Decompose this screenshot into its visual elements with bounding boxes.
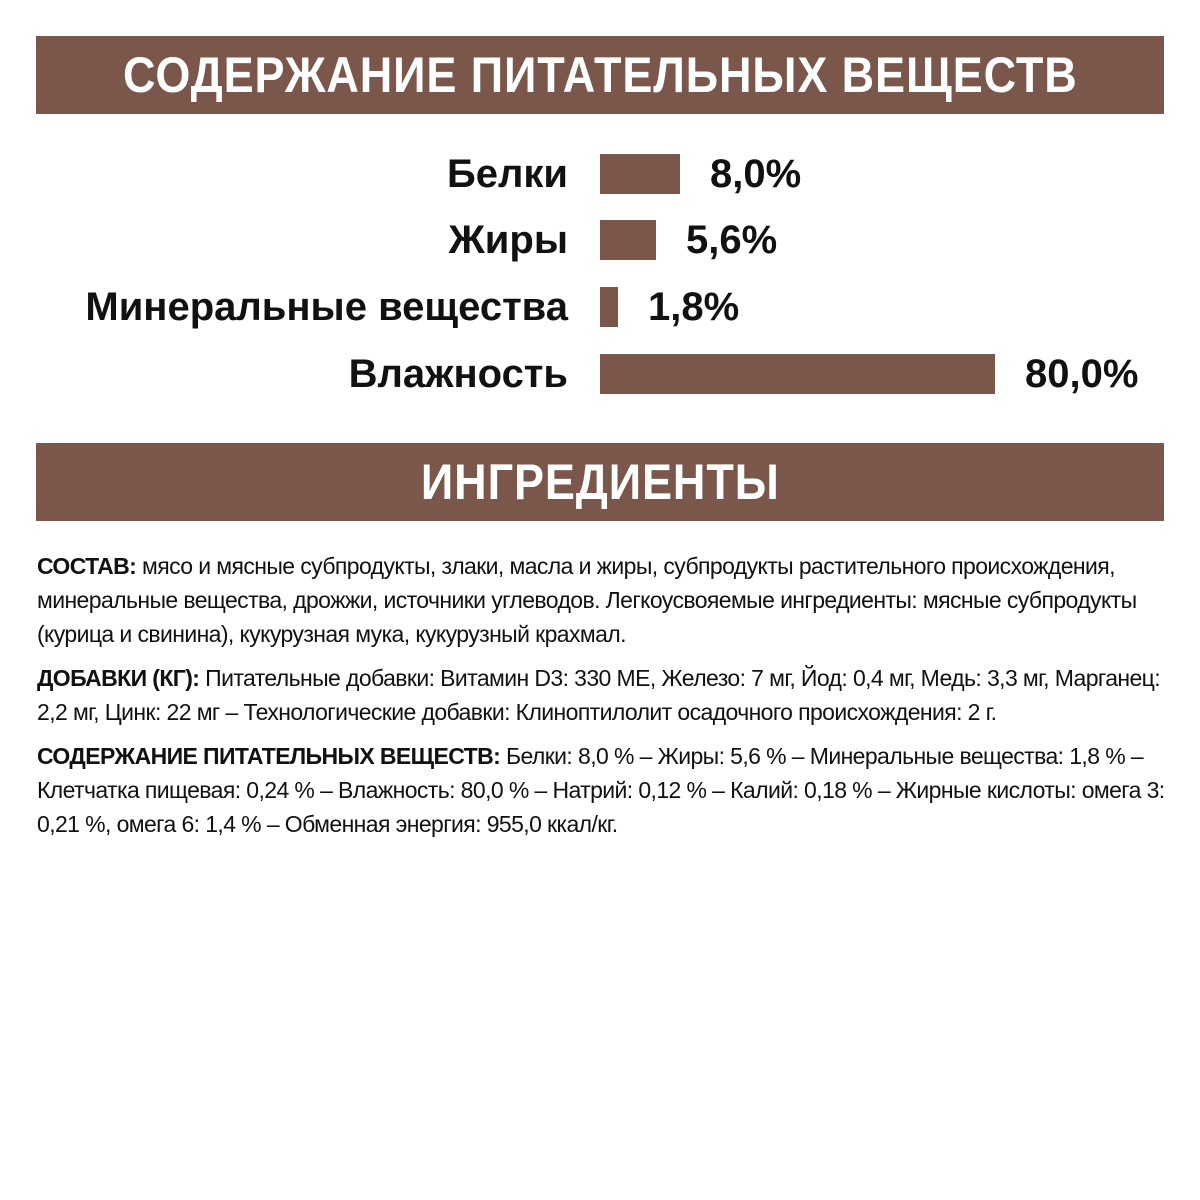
composition-paragraph: СОСТАВ: мясо и мясные субпродукты, злаки…	[37, 549, 1167, 651]
value-label: 8,0%	[710, 152, 802, 196]
nutrient-bar-chart: Белки 8,0% Жиры 5,6% Минеральные вещества 1,8…	[0, 140, 1200, 410]
chart-row: Влажность 80,0%	[0, 354, 1200, 394]
category-label: Белки	[446, 152, 568, 196]
chart-row: Жиры 5,6%	[0, 220, 1200, 260]
category-label: Влажность	[348, 352, 568, 396]
composition-title: СОСТАВ:	[37, 553, 137, 579]
chart-row: Белки 8,0%	[0, 154, 1200, 194]
bar	[600, 154, 680, 194]
category-label: Жиры	[448, 218, 568, 262]
ingredients-text: СОСТАВ: мясо и мясные субпродукты, злаки…	[37, 549, 1167, 851]
bar	[600, 220, 656, 260]
nutrients-header: СОДЕРЖАНИЕ ПИТАТЕЛЬНЫХ ВЕЩЕСТВ	[36, 36, 1164, 114]
value-label: 80,0%	[1025, 352, 1139, 396]
category-label: Минеральные вещества	[85, 285, 568, 329]
nutrients-title: СОДЕРЖАНИЕ ПИТАТЕЛЬНЫХ ВЕЩЕСТВ:	[37, 743, 501, 769]
composition-body: мясо и мясные субпродукты, злаки, масла …	[37, 553, 1137, 647]
additives-paragraph: ДОБАВКИ (КГ): Питательные добавки: Витам…	[37, 661, 1167, 729]
nutrients-paragraph: СОДЕРЖАНИЕ ПИТАТЕЛЬНЫХ ВЕЩЕСТВ: Белки: 8…	[37, 739, 1167, 841]
ingredients-header-text: ИНГРЕДИЕНТЫ	[420, 454, 780, 510]
nutrients-header-text: СОДЕРЖАНИЕ ПИТАТЕЛЬНЫХ ВЕЩЕСТВ	[122, 47, 1078, 103]
additives-title: ДОБАВКИ (КГ):	[37, 665, 200, 691]
additives-body: Питательные добавки: Витамин D3: 330 МЕ,…	[37, 665, 1161, 725]
ingredients-header: ИНГРЕДИЕНТЫ	[36, 443, 1164, 521]
value-label: 5,6%	[686, 218, 778, 262]
bar	[600, 354, 995, 394]
bar	[600, 287, 618, 327]
chart-row: Минеральные вещества 1,8%	[0, 287, 1200, 327]
value-label: 1,8%	[648, 285, 740, 329]
nutrients-body: Белки: 8,0 % – Жиры: 5,6 % – Минеральные…	[37, 743, 1165, 837]
